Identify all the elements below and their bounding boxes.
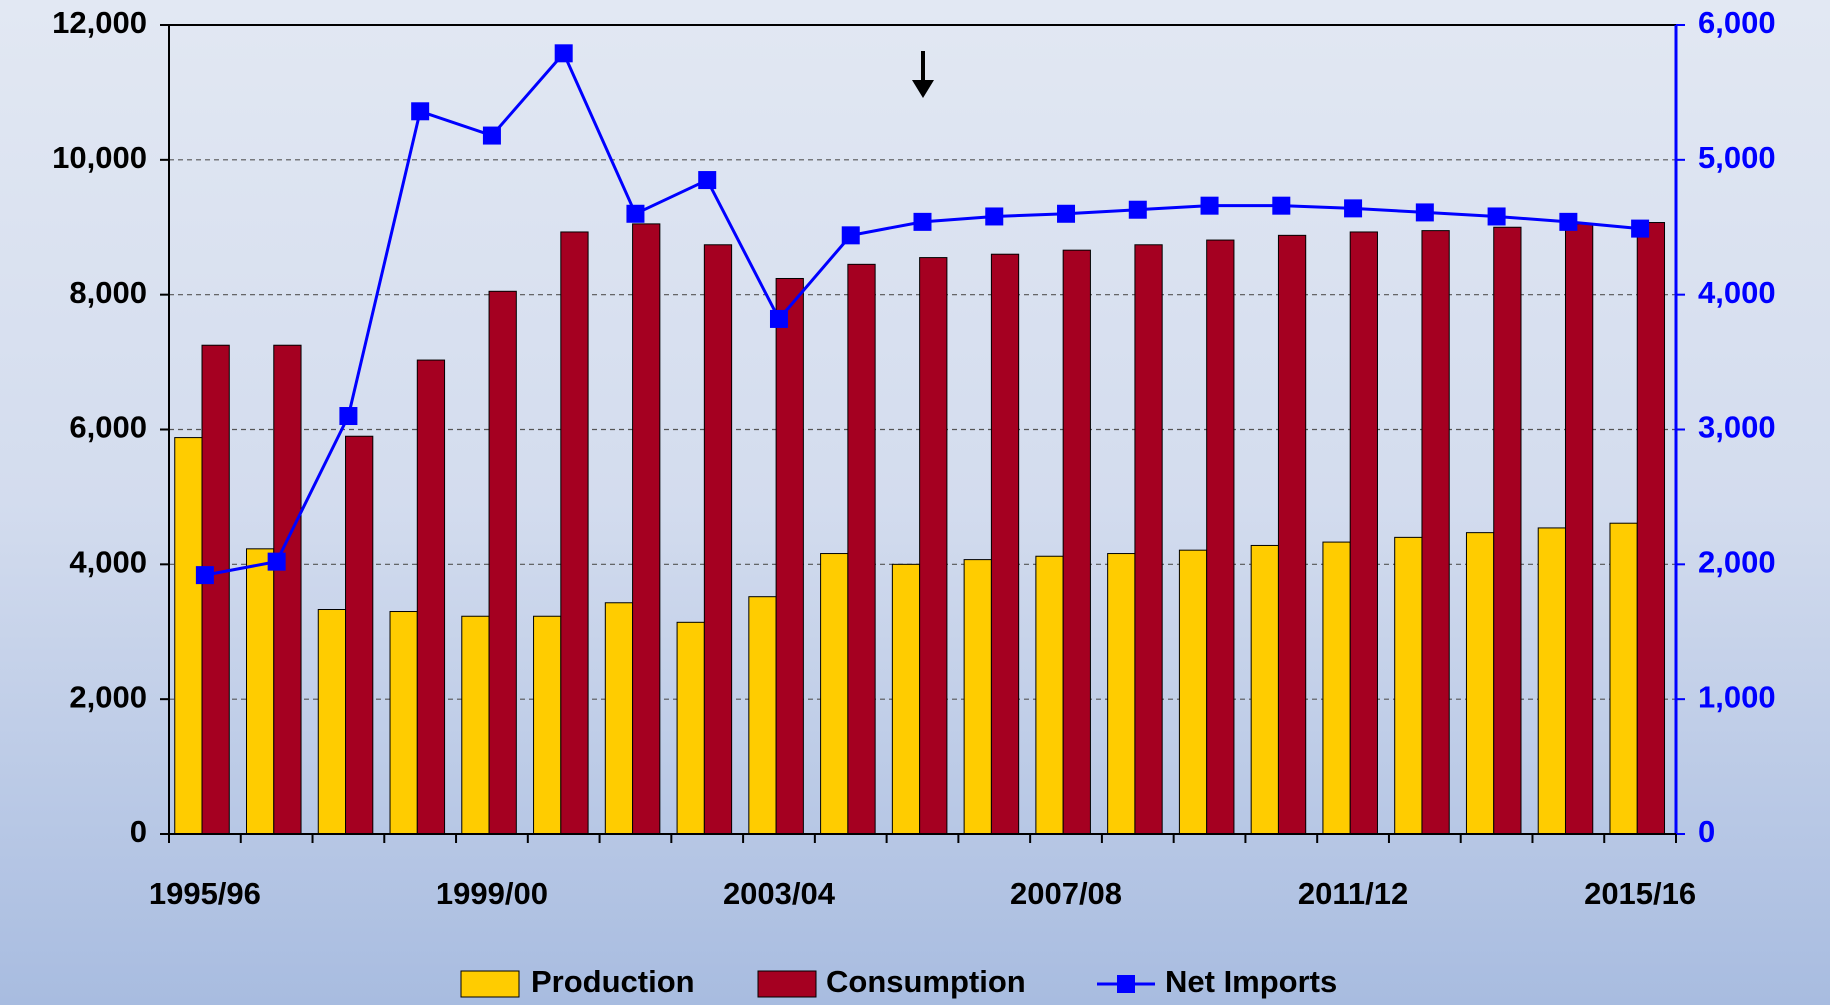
marker xyxy=(195,566,214,585)
bar xyxy=(1107,553,1136,835)
bar xyxy=(461,615,490,835)
bar xyxy=(174,437,203,835)
bar xyxy=(345,435,374,835)
marker xyxy=(985,207,1004,226)
arrow xyxy=(912,51,934,98)
y-tick-label: 10,000 xyxy=(52,140,147,175)
bar xyxy=(632,223,661,835)
bar xyxy=(1465,532,1495,835)
marker xyxy=(1631,219,1650,238)
bar xyxy=(1178,549,1208,835)
legend-label: Consumption xyxy=(826,964,1026,999)
y-tick-label: 12,000 xyxy=(52,5,147,40)
x-tick-label: 1999/00 xyxy=(436,876,548,911)
y-tick-label: 8,000 xyxy=(69,275,147,310)
y2-tick-label: 1,000 xyxy=(1698,679,1776,714)
y2-tick-label: 2,000 xyxy=(1698,545,1776,580)
y-tick-label: 0 xyxy=(130,814,147,849)
bar xyxy=(676,621,705,835)
bar xyxy=(748,596,777,835)
x-tick-label: 2011/12 xyxy=(1298,876,1408,911)
y-tick-label: 4,000 xyxy=(69,545,147,580)
bar xyxy=(1250,544,1279,835)
bar xyxy=(775,277,804,835)
x-tick-label: 2007/08 xyxy=(1010,876,1122,911)
y2-tick-label: 4,000 xyxy=(1698,275,1776,310)
marker xyxy=(339,407,358,426)
bar xyxy=(1134,244,1163,835)
marker xyxy=(1559,212,1578,231)
marker xyxy=(1344,199,1363,218)
bar xyxy=(416,359,446,835)
marker xyxy=(1272,196,1291,215)
bar xyxy=(1564,223,1594,835)
marker xyxy=(1200,196,1219,215)
bar xyxy=(1206,239,1235,835)
bar xyxy=(246,548,275,835)
bar xyxy=(1493,226,1522,835)
bar xyxy=(820,553,849,835)
marker xyxy=(1128,200,1147,219)
y-tick-label: 6,000 xyxy=(69,410,147,445)
bar xyxy=(1636,222,1666,835)
marker xyxy=(1057,204,1076,223)
marker xyxy=(698,171,717,190)
marker xyxy=(554,44,573,63)
marker xyxy=(1487,207,1506,226)
legend-label: Production xyxy=(531,964,695,999)
bar xyxy=(1394,536,1423,835)
bar xyxy=(488,290,517,835)
bar xyxy=(919,257,948,835)
y2-tick-label: 6,000 xyxy=(1698,5,1776,40)
bar xyxy=(1035,555,1064,835)
marker xyxy=(482,126,501,145)
x-tick-label: 1995/96 xyxy=(149,876,261,911)
bar xyxy=(560,231,589,835)
bar xyxy=(891,563,921,835)
bar xyxy=(1609,522,1638,835)
y2-tick-label: 0 xyxy=(1698,814,1715,849)
bar xyxy=(1277,234,1307,835)
bar xyxy=(604,602,634,835)
y2-tick-label: 3,000 xyxy=(1698,410,1776,445)
bar xyxy=(317,609,347,835)
bar xyxy=(273,344,302,835)
legend-swatch xyxy=(460,970,520,998)
marker xyxy=(769,309,788,328)
marker xyxy=(1415,203,1434,222)
y2-tick-label: 5,000 xyxy=(1698,140,1776,175)
x-tick-label: 2003/04 xyxy=(723,876,836,911)
marker xyxy=(267,552,286,571)
bar xyxy=(963,559,992,835)
legend-swatch xyxy=(757,970,817,998)
bar xyxy=(990,253,1020,835)
bar xyxy=(1062,249,1091,835)
x-tick-label: 2015/16 xyxy=(1584,876,1696,911)
bar xyxy=(1322,541,1351,835)
marker xyxy=(913,212,932,231)
bar xyxy=(703,244,733,835)
marker xyxy=(841,226,860,245)
bar xyxy=(389,611,418,835)
marker xyxy=(411,102,430,121)
y-tick-label: 2,000 xyxy=(69,679,147,714)
bar xyxy=(533,615,562,835)
bar xyxy=(1349,231,1378,835)
bar xyxy=(201,344,230,835)
bar xyxy=(1421,230,1450,835)
bar xyxy=(847,263,876,835)
bar xyxy=(1537,527,1566,835)
legend-swatch xyxy=(1117,975,1135,993)
marker xyxy=(626,204,645,223)
legend-label: Net Imports xyxy=(1165,964,1337,999)
